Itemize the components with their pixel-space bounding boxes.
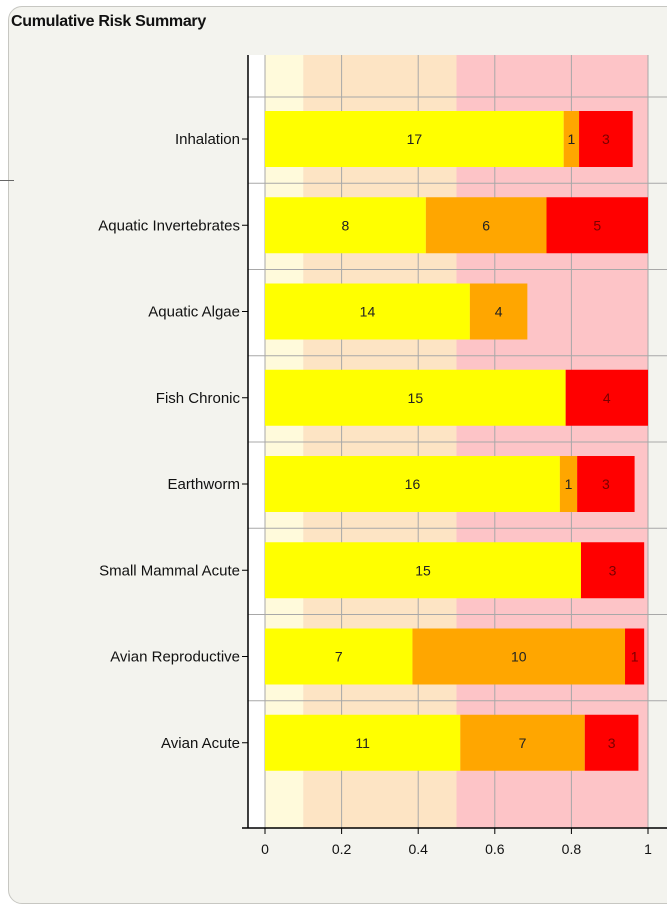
x-tick-label: 0.4 bbox=[408, 841, 428, 857]
bar-segment bbox=[265, 714, 461, 771]
bar-value-label: 3 bbox=[602, 476, 610, 492]
bar-value-label: 4 bbox=[603, 390, 611, 406]
bar-value-label: 4 bbox=[495, 304, 503, 320]
bar-value-label: 1 bbox=[631, 649, 639, 665]
category-label: Earthworm bbox=[167, 476, 240, 493]
bar-segment bbox=[579, 111, 633, 167]
category-label: Small Mammal Acute bbox=[99, 562, 240, 579]
bar-segment bbox=[265, 111, 564, 167]
category-label: Aquatic Algae bbox=[148, 304, 240, 321]
bar-segment bbox=[580, 542, 645, 599]
bar-segment bbox=[265, 283, 470, 340]
bar-segment bbox=[265, 369, 566, 426]
bar-value-label: 8 bbox=[342, 217, 350, 233]
bar-segment bbox=[563, 111, 580, 167]
divider-line bbox=[0, 180, 14, 181]
bar-segment bbox=[265, 456, 560, 512]
bar-value-label: 3 bbox=[608, 735, 616, 751]
bar-segment bbox=[265, 542, 581, 599]
bar-value-label: 16 bbox=[405, 476, 421, 492]
bar-segment bbox=[265, 628, 413, 685]
bar-segment bbox=[265, 197, 426, 254]
x-tick-label: 1 bbox=[644, 841, 652, 857]
x-tick-label: 0.6 bbox=[485, 841, 505, 857]
x-tick-label: 0.8 bbox=[562, 841, 582, 857]
bar-value-label: 7 bbox=[519, 735, 527, 751]
bar-segment bbox=[565, 369, 648, 426]
bar-value-label: 1 bbox=[568, 131, 576, 147]
bar-segment bbox=[460, 714, 585, 771]
bar-segment bbox=[469, 283, 528, 340]
x-tick-label: 0 bbox=[261, 841, 269, 857]
bar-segment bbox=[584, 714, 639, 771]
bar-value-label: 7 bbox=[335, 649, 343, 665]
category-label: Avian Acute bbox=[161, 735, 240, 752]
bar-segment bbox=[559, 456, 578, 512]
bar-value-label: 11 bbox=[355, 735, 370, 751]
bar-value-label: 17 bbox=[407, 131, 423, 147]
category-label: Fish Chronic bbox=[156, 390, 241, 407]
bar-segment bbox=[577, 456, 635, 512]
bar-value-label: 10 bbox=[511, 649, 527, 665]
bar-value-label: 15 bbox=[415, 562, 431, 578]
x-tick-label: 0.2 bbox=[332, 841, 352, 857]
category-label: Inhalation bbox=[175, 131, 240, 148]
bar-value-label: 5 bbox=[593, 217, 601, 233]
bar-value-label: 3 bbox=[602, 131, 610, 147]
bar-value-label: 14 bbox=[360, 304, 376, 320]
bar-segment bbox=[425, 197, 547, 254]
bar-segment bbox=[412, 628, 626, 685]
category-label: Aquatic Invertebrates bbox=[98, 217, 240, 234]
bar-value-label: 3 bbox=[609, 562, 617, 578]
bar-segment bbox=[546, 197, 648, 254]
bar-segment bbox=[625, 628, 645, 685]
panel-title: Cumulative Risk Summary bbox=[11, 13, 206, 30]
bar-value-label: 6 bbox=[482, 217, 490, 233]
bar-value-label: 15 bbox=[408, 390, 424, 406]
bar-value-label: 1 bbox=[565, 476, 573, 492]
category-label: Avian Reproductive bbox=[110, 649, 240, 666]
